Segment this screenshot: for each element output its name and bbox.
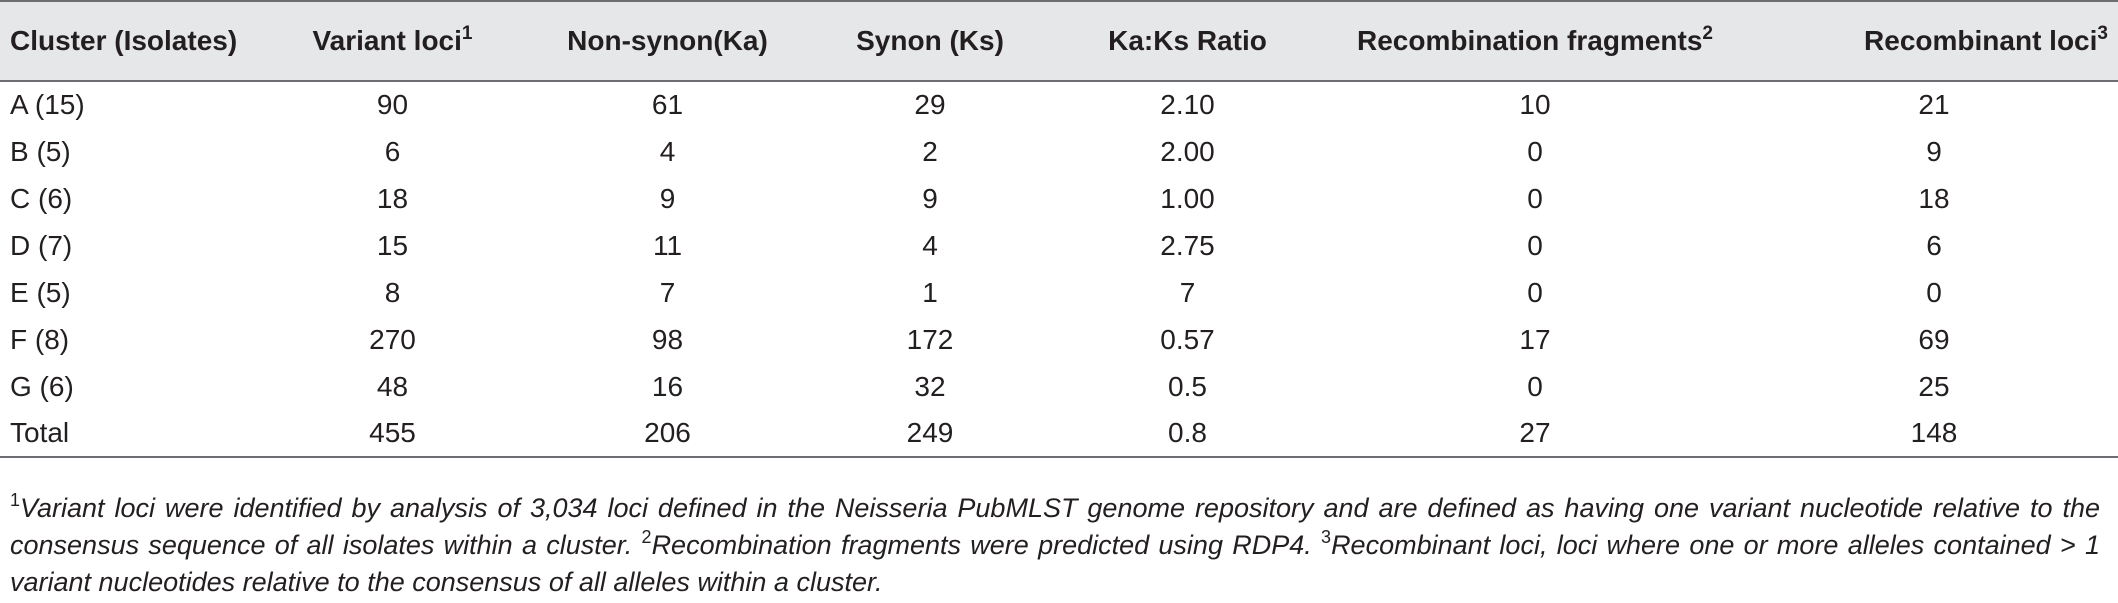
table-row: E (5) 8 7 1 7 0 0 — [0, 269, 2118, 316]
table-cell: 455 — [369, 417, 416, 448]
table-cell: F (8) — [10, 323, 70, 355]
table-cell: 0.8 — [1168, 417, 1207, 448]
table-cell: 9 — [1926, 135, 1942, 167]
table-cell: 11 — [652, 229, 683, 261]
footnote-text: Recombinant loci, loci where one or more… — [10, 530, 2100, 597]
table-cell: 148 — [1910, 417, 1958, 448]
table-cell: 249 — [906, 417, 954, 448]
table-body: A (15) 90 61 29 2.10 10 21 B (5) 6 4 2 2.00 0 9 C (6) 1… — [0, 81, 2118, 457]
table-cell: 0 — [1527, 370, 1543, 402]
table-cell: A (15) — [10, 89, 85, 120]
table-cell: C (6) — [10, 182, 73, 214]
table-cell: 16 — [651, 370, 684, 402]
table-cell: 61 — [651, 89, 684, 120]
table-footnotes: 1Variant loci were identified by analysi… — [0, 490, 2100, 601]
table-cell: 270 — [369, 323, 416, 355]
table-cell: 0.57 — [1160, 323, 1215, 355]
table-cell: 0 — [1527, 229, 1543, 261]
header-synon: Synon (Ks) — [805, 1, 1055, 82]
footnote-text: Recombination fragments were predicted u… — [651, 530, 1322, 560]
table-cell: 4 — [659, 135, 676, 167]
data-table: Cluster (Isolates) Variant loci1 Non-syn… — [0, 1, 2118, 457]
table-cell: 29 — [914, 89, 946, 120]
footnote-mark: 2 — [641, 527, 652, 548]
table-cell: 2.75 — [1160, 229, 1215, 261]
table-row: C (6) 18 9 9 1.00 0 18 — [0, 175, 2118, 222]
table-cell: 98 — [651, 323, 684, 355]
table-cell: 32 — [914, 370, 946, 402]
table-cell: G (6) — [10, 370, 74, 402]
table-cell: 9 — [922, 182, 938, 214]
table-cell: 69 — [1918, 323, 1950, 355]
table-cell: 1.00 — [1160, 182, 1215, 214]
table-cell: 17 — [1519, 323, 1551, 355]
table-cell: 2.10 — [1160, 89, 1215, 120]
header-non-synon: Non-synon(Ka) — [530, 1, 805, 82]
table-row: G (6) 48 16 32 0.5 0 25 — [0, 363, 2118, 410]
table-cell: 18 — [1918, 182, 1950, 214]
table-row: B (5) 6 4 2 2.00 0 9 — [0, 128, 2118, 175]
table-cell: 0 — [1527, 276, 1543, 308]
table-cell: 7 — [1179, 276, 1196, 308]
footnote-mark: 3 — [1321, 527, 1332, 548]
table-cell: 0.5 — [1168, 370, 1207, 402]
header-ka-ks-ratio: Ka:Ks Ratio — [1055, 1, 1320, 82]
table-row: F (8) 270 98 172 0.57 17 69 — [0, 316, 2118, 363]
table-cell: 0 — [1926, 276, 1942, 308]
table-cell: 172 — [906, 323, 954, 355]
table-cell: 27 — [1519, 417, 1551, 448]
table-cell: 0 — [1527, 135, 1543, 167]
header-variant-loci: Variant loci1 — [255, 1, 530, 82]
table-cell: 21 — [1918, 89, 1950, 120]
header-row: Cluster (Isolates) Variant loci1 Non-syn… — [0, 1, 2118, 82]
table-cell: 15 — [376, 229, 409, 261]
table-cell: 2.00 — [1160, 135, 1215, 167]
table-cell: 206 — [644, 417, 691, 448]
table-cell: 7 — [659, 276, 676, 308]
header-recombinant-loci: Recombinant loci3 — [1750, 1, 2118, 82]
table-row: A (15) 90 61 29 2.10 10 21 — [0, 81, 2118, 128]
table-cell: 1 — [922, 276, 938, 308]
table-cell: 25 — [1918, 370, 1950, 402]
table-cell: 10 — [1519, 89, 1551, 120]
table-cell: 0 — [1527, 182, 1543, 214]
table-cell: D (7) — [10, 229, 73, 261]
table-cell: 9 — [659, 182, 676, 214]
footnote-mark: 1 — [10, 490, 21, 511]
table-cell: Total — [10, 417, 70, 448]
table-row: D (7) 15 11 4 2.75 0 6 — [0, 222, 2118, 269]
table-cell: 90 — [376, 89, 409, 120]
table-cell: 8 — [384, 276, 401, 308]
table-cell: 2 — [922, 135, 938, 167]
header-recombination-fragments: Recombination fragments2 — [1320, 1, 1750, 82]
table-cell: B (5) — [10, 135, 71, 167]
table-cell: E (5) — [10, 276, 71, 308]
table-row: Total 455 206 249 0.8 27 148 — [0, 410, 2118, 457]
header-cluster: Cluster (Isolates) — [0, 1, 255, 82]
table-cell: 48 — [376, 370, 409, 402]
table-cell: 6 — [1926, 229, 1942, 261]
table-cell: 18 — [376, 182, 409, 214]
table-cell: 4 — [922, 229, 938, 261]
table-header: Cluster (Isolates) Variant loci1 Non-syn… — [0, 1, 2118, 82]
footnote-text: Variant loci were identified by analysis… — [10, 493, 2100, 560]
table-cell: 6 — [384, 135, 401, 167]
